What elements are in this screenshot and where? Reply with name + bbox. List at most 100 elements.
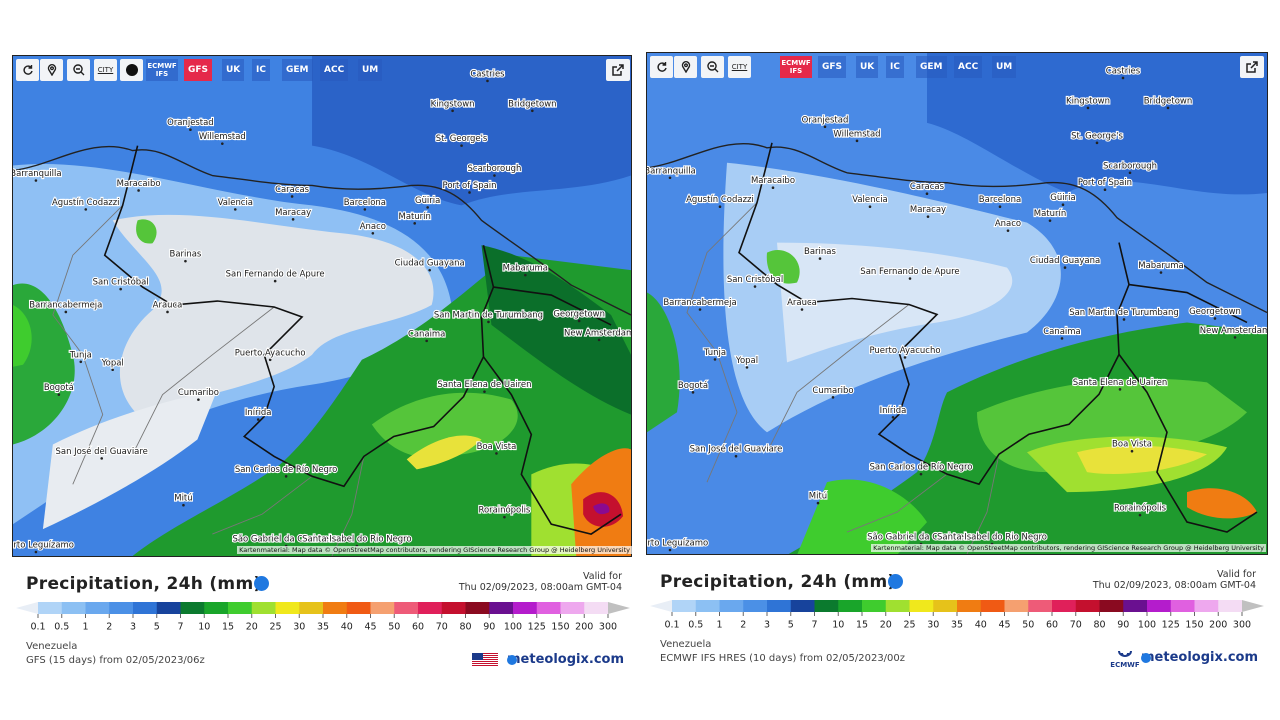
model-button[interactable]: GFS — [818, 56, 847, 78]
scale-label: 50 — [1022, 620, 1034, 631]
tool-button[interactable] — [67, 59, 90, 81]
scale-bin — [204, 602, 229, 614]
theme-toggle[interactable] — [120, 59, 143, 81]
model-button[interactable]: IC — [886, 56, 904, 78]
city-dot — [468, 191, 471, 194]
model-button[interactable]: ACC — [954, 56, 983, 78]
city-label: Agustín Codazzi — [52, 197, 119, 207]
scale-label: 0.1 — [30, 622, 45, 633]
city-dot — [425, 339, 428, 343]
model-button[interactable]: IC — [252, 59, 270, 81]
tool-button[interactable] — [701, 56, 724, 78]
scale-arrow — [608, 602, 630, 614]
model-button[interactable]: UK — [222, 59, 245, 81]
scale-label: 1 — [716, 620, 722, 631]
city-dot — [34, 550, 38, 554]
tool-button[interactable] — [650, 56, 673, 78]
model-run: ECMWF IFS HRES (10 days) from 02/05/2023… — [660, 653, 906, 664]
precip-area — [647, 292, 680, 433]
precip-area — [1077, 445, 1207, 474]
scale-label: 1 — [82, 622, 88, 633]
map: Castries Kingstown Bridgetown Oranjestad Wil… — [646, 52, 1268, 555]
city-label: Santa Elena de Uairen — [437, 379, 531, 389]
tool-button[interactable] — [16, 59, 39, 81]
scale-bin — [346, 602, 371, 614]
scale-label: 20 — [880, 620, 892, 631]
scale-bin — [957, 600, 982, 612]
city-label: Barcelona — [344, 197, 386, 207]
city-dot — [100, 457, 104, 460]
scale-label: 60 — [412, 622, 424, 633]
share-button[interactable] — [1240, 56, 1264, 78]
model-button[interactable]: GFS — [184, 59, 213, 81]
city-dot — [1006, 229, 1010, 232]
share-glyph — [1246, 61, 1258, 73]
scale-label: 300 — [599, 622, 617, 633]
city-dot — [925, 192, 929, 196]
valid-time: Thu 02/09/2023, 08:00am GMT-04 — [1092, 580, 1256, 591]
model-button[interactable]: UK — [856, 56, 879, 78]
city-label: Maturín — [399, 211, 431, 221]
city-dot — [166, 310, 169, 314]
tool-button[interactable] — [674, 56, 697, 78]
city-label: Mabaruma — [503, 263, 548, 273]
city-dot — [823, 125, 827, 129]
tool-button[interactable] — [40, 59, 63, 81]
scale-label: 100 — [1138, 620, 1156, 631]
city-dot — [371, 231, 375, 235]
city-dot — [718, 205, 722, 208]
model-button[interactable]: ECMWF IFS — [780, 56, 812, 78]
scale-label: 70 — [436, 622, 448, 633]
model-button[interactable]: GEM — [916, 56, 947, 78]
coastline — [647, 143, 1267, 314]
pin-icon — [681, 61, 690, 73]
ecmwf-text: ECMWF — [1110, 661, 1140, 669]
model-button[interactable]: GEM — [282, 59, 313, 81]
city-dot — [1118, 388, 1122, 391]
precip-area — [406, 435, 482, 470]
city-toggle[interactable]: CITY — [94, 59, 117, 81]
city-label: Bridgetown — [1144, 96, 1193, 106]
scale-bin — [1218, 600, 1243, 612]
city-dot — [189, 128, 192, 131]
city-label: Oranjestad — [167, 117, 214, 127]
city-dot — [233, 208, 237, 211]
city-label: Maracay — [275, 207, 311, 217]
model-button[interactable]: ACC — [320, 59, 349, 81]
flag-stripe — [472, 659, 498, 660]
city-label: Barranquilla — [12, 168, 62, 178]
scale-bin — [1194, 600, 1219, 612]
ecmwf-mark — [1118, 650, 1132, 657]
scale-bin — [394, 602, 419, 614]
share-button[interactable] — [606, 59, 630, 81]
city-label: Castries — [470, 68, 504, 78]
scale-label: 20 — [246, 622, 258, 633]
scale-label: 100 — [504, 622, 522, 633]
city-label: Scarborough — [468, 163, 522, 173]
info-button[interactable] — [254, 576, 269, 591]
city-label: Caracas — [275, 184, 309, 194]
info-button[interactable] — [888, 574, 903, 589]
city-label: Anaco — [995, 219, 1021, 229]
share-icon — [612, 64, 624, 76]
scale-label: 125 — [528, 622, 546, 633]
scale-label: 7 — [177, 622, 183, 633]
city-toggle[interactable]: CITY — [728, 56, 751, 78]
precip-area — [481, 245, 631, 415]
model-button[interactable]: UM — [358, 59, 383, 81]
model-button[interactable]: ECMWF IFS — [146, 59, 178, 81]
color-scale: 0.1 0.5 1 2 3 5 7 10 15 20 25 30 35 40 45 50 60 70 80 90 100… — [16, 602, 630, 633]
city-label: Santa Isabel do Rio Negro — [302, 534, 411, 544]
model-button[interactable]: UM — [992, 56, 1017, 78]
city-label: Oranjestad — [802, 115, 849, 125]
city-dot — [1086, 106, 1090, 110]
scale-bin — [1099, 600, 1124, 612]
moon — [125, 64, 138, 76]
valid-label: Valid for — [1217, 569, 1256, 580]
city-dot — [831, 396, 835, 399]
reload-icon — [656, 62, 667, 72]
flag-canton — [472, 653, 483, 660]
city-dot — [745, 366, 749, 369]
city-label: Santa Isabel do Rio Negro — [937, 533, 1047, 543]
city-label: Port of Spain — [443, 180, 497, 190]
